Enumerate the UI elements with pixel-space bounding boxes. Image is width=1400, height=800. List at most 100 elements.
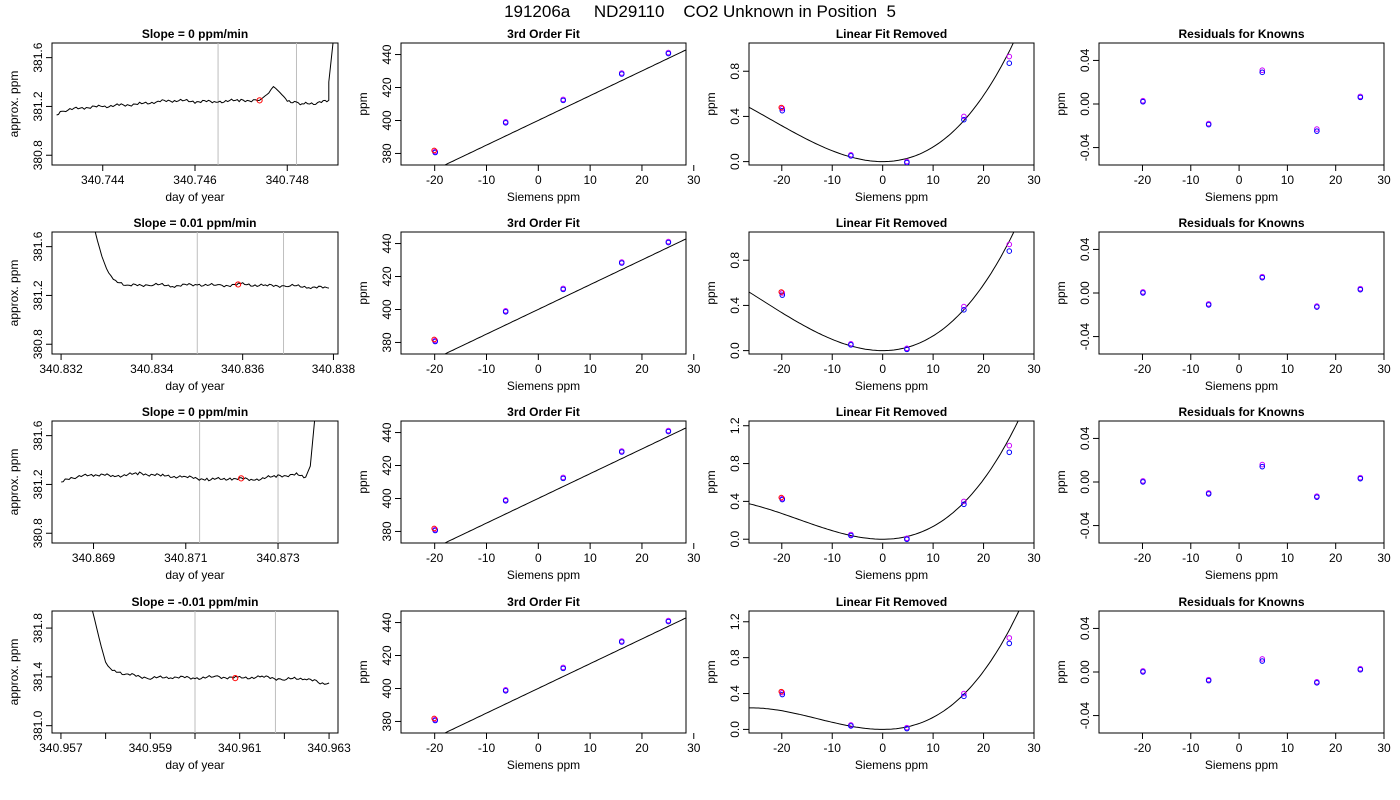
- panel-r3-c1: Slope = 0 ppm/min 340.869 340.871 340.873 38…: [7, 405, 339, 582]
- fit-curve: [443, 427, 686, 543]
- plot-area: [431, 427, 686, 543]
- panel-title: Slope = 0.01 ppm/min: [133, 216, 256, 230]
- x-tick-label: 340.961: [218, 741, 262, 755]
- known-point-purple: [961, 498, 967, 505]
- x-tick-label: 10: [926, 362, 940, 376]
- x-axis-label: Siemens ppm: [1205, 190, 1278, 204]
- y-axis-label: ppm: [356, 470, 370, 493]
- x-tick-label: -10: [478, 551, 496, 565]
- x-tick-label: 340.744: [81, 173, 125, 187]
- known-point-blue: [848, 342, 854, 348]
- known-point-purple: [779, 689, 786, 696]
- x-tick-label: 0: [879, 173, 886, 187]
- y-tick-label: 381.2: [31, 469, 45, 499]
- plot-area: [56, 43, 334, 165]
- x-tick-label: 30: [687, 741, 701, 755]
- x-tick-label: 340.869: [72, 551, 116, 565]
- y-tick-label: 400: [380, 488, 394, 508]
- known-point-blue: [560, 665, 566, 672]
- x-tick-label: 10: [1281, 741, 1295, 755]
- panel-title: Linear Fit Removed: [836, 216, 947, 230]
- known-point-blue: [1140, 669, 1146, 675]
- unknown-marker: [235, 281, 242, 288]
- concentration-trace: [61, 421, 316, 483]
- known-point-purple: [1259, 67, 1266, 74]
- y-axis-label: ppm: [1054, 660, 1068, 683]
- x-axis-label: Siemens ppm: [507, 758, 580, 772]
- x-tick-label: 0: [879, 741, 886, 755]
- known-point-blue: [1259, 463, 1266, 470]
- known-point-blue: [665, 239, 672, 246]
- x-tick-label: -20: [773, 741, 791, 755]
- x-tick-label: -20: [426, 551, 444, 565]
- plot-area: [1140, 656, 1364, 686]
- y-tick-label: 0.00: [1078, 92, 1092, 116]
- known-point-purple: [1259, 461, 1266, 468]
- y-tick-label: 0.4: [728, 297, 742, 314]
- y-tick-label: 380.8: [31, 518, 45, 548]
- y-tick-label: 0.8: [728, 455, 742, 472]
- y-axis-label: ppm: [1054, 470, 1068, 493]
- x-tick-label: 20: [1329, 362, 1343, 376]
- x-tick-label: -20: [773, 362, 791, 376]
- x-tick-label: 30: [1377, 362, 1391, 376]
- known-point-blue: [560, 286, 566, 293]
- known-point-blue: [665, 618, 672, 625]
- y-tick-label: 420: [380, 455, 394, 475]
- x-tick-label: 10: [583, 173, 597, 187]
- plot-frame: [748, 610, 1035, 734]
- x-tick-label: 20: [635, 173, 649, 187]
- plot-frame: [400, 231, 687, 355]
- panel-r2-c3: Linear Fit Removed -20 -10 0 10 20 30 0.0 0.4 0.8…: [704, 216, 1041, 393]
- known-point-purple: [779, 290, 786, 296]
- x-tick-label: 30: [687, 173, 701, 187]
- y-tick-label: 0.8: [728, 649, 742, 666]
- plot-area: [749, 43, 1014, 165]
- x-tick-label: 20: [1329, 551, 1343, 565]
- y-tick-label: 380: [380, 711, 394, 731]
- x-axis-label: Siemens ppm: [855, 379, 928, 393]
- panel-r4-c4: Residuals for Knowns -20 -10 0 10 20 30 -0.04 0.…: [1054, 595, 1391, 772]
- figure-title: 191206a ND29110 CO2 Unknown in Position …: [504, 2, 896, 21]
- y-axis-label: ppm: [704, 92, 718, 115]
- x-tick-label: 30: [1027, 173, 1041, 187]
- y-axis-label: ppm: [1054, 281, 1068, 304]
- plot-frame: [400, 610, 687, 734]
- y-tick-label: 381.2: [31, 280, 45, 310]
- y-tick-label: -0.04: [1078, 702, 1092, 730]
- y-tick-label: 380: [380, 521, 394, 541]
- x-tick-label: 340.957: [39, 741, 83, 755]
- known-point-blue: [1205, 302, 1212, 308]
- x-tick-label: -10: [1182, 551, 1200, 565]
- y-tick-label: 420: [380, 266, 394, 286]
- y-tick-label: 381.6: [31, 420, 45, 450]
- unknown-point-red: [778, 494, 785, 501]
- x-tick-label: 0: [879, 362, 886, 376]
- x-tick-label: 0: [535, 741, 542, 755]
- x-axis-label: Siemens ppm: [1205, 758, 1278, 772]
- x-tick-label: -10: [824, 551, 842, 565]
- fit-curve: [443, 238, 686, 354]
- x-tick-label: 340.963: [307, 741, 351, 755]
- x-tick-label: 10: [1281, 173, 1295, 187]
- x-tick-label: 30: [1377, 551, 1391, 565]
- x-tick-label: 10: [1281, 551, 1295, 565]
- y-axis-label: ppm: [1054, 92, 1068, 115]
- plot-area: [431, 238, 686, 354]
- x-tick-label: -20: [426, 173, 444, 187]
- y-tick-label: 440: [380, 422, 394, 442]
- panel-title: 3rd Order Fit: [507, 216, 580, 230]
- y-tick-label: 0.0: [728, 153, 742, 170]
- known-point-blue: [1259, 69, 1266, 76]
- known-point-blue: [904, 725, 910, 732]
- y-tick-label: 381.6: [31, 231, 45, 261]
- y-tick-label: 400: [380, 299, 394, 319]
- panel-title: Residuals for Knowns: [1178, 216, 1304, 230]
- known-point-blue: [618, 71, 625, 77]
- y-tick-label: 420: [380, 77, 394, 97]
- known-point-blue: [848, 532, 854, 539]
- plot-frame: [51, 231, 339, 355]
- x-tick-label: 20: [977, 362, 991, 376]
- unknown-marker: [238, 475, 245, 482]
